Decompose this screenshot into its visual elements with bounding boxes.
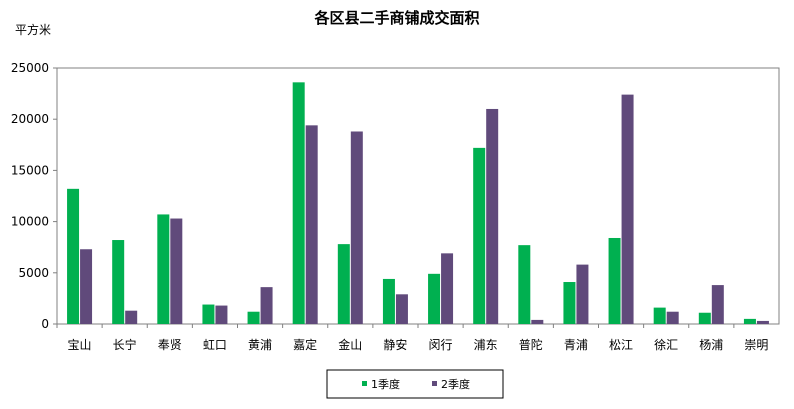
x-category-label: 静安 [383, 337, 407, 352]
bar-2-杨浦 [711, 285, 724, 324]
bar-1-嘉定 [292, 82, 305, 324]
x-category-label: 松江 [609, 338, 633, 352]
x-category-label: 浦东 [474, 338, 498, 352]
bar-1-杨浦 [698, 312, 711, 324]
bar-2-松江 [621, 94, 634, 325]
bar-2-崇明 [756, 320, 769, 324]
x-category-label: 嘉定 [293, 337, 317, 352]
bar-2-长宁 [125, 310, 138, 324]
bar-1-崇明 [743, 318, 756, 324]
x-category-label: 普陀 [519, 337, 543, 352]
bar-1-虹口 [202, 304, 215, 324]
x-category-label: 虹口 [203, 338, 227, 352]
bar-2-金山 [350, 131, 363, 324]
legend-swatch [432, 381, 437, 386]
x-category-label: 金山 [338, 337, 362, 352]
y-axis: 0 5000 10000 15000 20000 25000 [11, 61, 57, 331]
legend-label: 2季度 [441, 377, 470, 391]
y-tick-label: 25000 [11, 61, 49, 75]
bar-1-徐汇 [653, 307, 666, 324]
bar-2-虹口 [215, 305, 228, 324]
x-category-label: 长宁 [113, 337, 137, 352]
y-tick-label: 15000 [11, 163, 49, 177]
y-tick-label: 0 [41, 317, 49, 331]
chart-title: 各区县二手商铺成交面积 [313, 9, 479, 27]
x-category-label: 宝山 [68, 338, 92, 352]
x-category-label: 崇明 [744, 338, 768, 352]
bar-2-青浦 [576, 264, 589, 324]
y-axis-label: 平方米 [15, 22, 51, 37]
bar-2-奉贤 [170, 218, 183, 324]
bar-1-金山 [337, 244, 350, 324]
bar-1-浦东 [473, 147, 486, 324]
bar-1-普陀 [518, 245, 531, 324]
y-tick-label: 10000 [11, 215, 49, 229]
bar-1-闵行 [428, 273, 441, 324]
bar-2-浦东 [486, 108, 499, 325]
x-axis: 宝山 长宁 奉贤 虹口 黄浦 嘉定 金山 静安 闵行 浦东 普陀 青浦 松江 徐汇 杨浦 崇明 [56, 324, 768, 352]
x-category-label: 杨浦 [699, 337, 723, 352]
bar-2-嘉定 [305, 125, 318, 325]
bar-2-闵行 [441, 253, 454, 324]
bar-2-徐汇 [666, 311, 679, 324]
bar-1-青浦 [563, 282, 576, 324]
x-category-label: 青浦 [564, 338, 588, 352]
bar-1-静安 [382, 278, 395, 324]
y-tick-label: 20000 [11, 112, 49, 126]
legend-label: 1季度 [371, 377, 400, 391]
y-tick-label: 5000 [18, 266, 49, 280]
bar-1-宝山 [67, 188, 80, 324]
bar-2-宝山 [80, 249, 93, 324]
x-category-label: 闵行 [429, 337, 453, 352]
bar-1-长宁 [112, 240, 125, 324]
legend: 1季度 2季度 [326, 369, 504, 399]
bar-1-奉贤 [157, 214, 170, 324]
bar-2-静安 [395, 294, 408, 324]
x-category-label: 奉贤 [158, 338, 182, 352]
bar-2-普陀 [531, 319, 544, 324]
legend-swatch [362, 381, 367, 386]
bar-2-黄浦 [260, 287, 273, 324]
x-category-label: 徐汇 [654, 337, 678, 352]
bar-1-黄浦 [247, 311, 260, 324]
x-category-label: 黄浦 [248, 338, 272, 352]
bar-series [67, 82, 769, 325]
bar-1-松江 [608, 237, 621, 324]
legend-box [326, 369, 504, 399]
